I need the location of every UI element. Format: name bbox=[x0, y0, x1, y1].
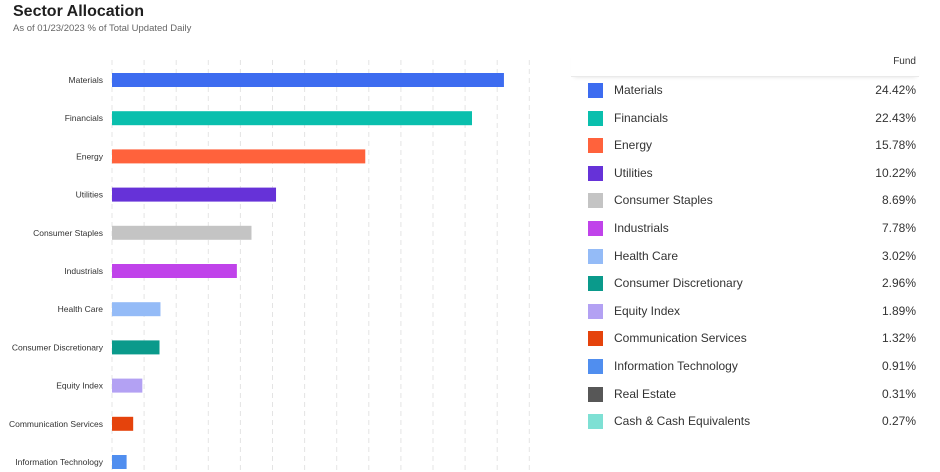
category-label: Industrials bbox=[64, 266, 103, 276]
legend-sector-name: Communication Services bbox=[614, 331, 747, 346]
legend-swatch bbox=[588, 83, 603, 98]
legend-value: 1.32% bbox=[881, 331, 916, 346]
legend-value: 24.42% bbox=[875, 83, 916, 97]
legend-sector-name: Real Estate bbox=[614, 386, 677, 401]
category-label: Energy bbox=[76, 151, 104, 161]
category-label: Information Technology bbox=[15, 457, 103, 467]
legend-value: 8.69% bbox=[881, 193, 916, 208]
legend-swatch bbox=[588, 193, 603, 209]
legend-row: Utilities 10.22% bbox=[571, 160, 919, 188]
bar[interactable] bbox=[112, 111, 473, 126]
legend-table: Fund Materials 24.42% Financials 22.43% Ener… bbox=[571, 52, 919, 436]
bar[interactable] bbox=[112, 187, 277, 202]
legend-value: 2.96% bbox=[881, 276, 916, 291]
chart-title: Sector Allocation bbox=[13, 3, 144, 20]
legend-swatch bbox=[588, 110, 603, 126]
legend-sector-name: Energy bbox=[614, 138, 653, 153]
legend-row: Materials 24.42% bbox=[571, 77, 919, 105]
category-label: Health Care bbox=[58, 304, 104, 314]
category-label: Materials bbox=[69, 75, 103, 85]
legend-value: 0.91% bbox=[881, 358, 916, 373]
bar[interactable] bbox=[112, 73, 504, 87]
legend-rows: Materials 24.42% Financials 22.43% Energy 15.… bbox=[571, 77, 919, 436]
legend-value: 0.27% bbox=[881, 414, 916, 429]
category-label: Equity Index bbox=[56, 381, 104, 391]
legend-swatch bbox=[588, 220, 603, 236]
category-label: Communication Services bbox=[9, 419, 103, 429]
legend-swatch bbox=[588, 276, 603, 292]
category-label: Consumer Staples bbox=[33, 228, 103, 238]
legend-swatch bbox=[588, 386, 603, 402]
bar[interactable] bbox=[112, 149, 366, 164]
legend-row: Consumer Discretionary 2.96% bbox=[571, 270, 919, 298]
legend-swatch bbox=[588, 358, 603, 374]
legend-row: Communication Services 1.32% bbox=[571, 325, 919, 353]
legend-row: Industrials 7.78% bbox=[571, 215, 919, 243]
bar[interactable] bbox=[112, 378, 143, 393]
legend-swatch bbox=[588, 248, 603, 264]
bar[interactable] bbox=[112, 264, 237, 278]
bar[interactable] bbox=[112, 416, 134, 431]
legend-row: Financials 22.43% bbox=[571, 105, 919, 133]
bar[interactable] bbox=[112, 302, 161, 317]
legend-header: Fund bbox=[571, 52, 919, 77]
chart-subtitle: As of 01/23/2023 % of Total Updated Dail… bbox=[13, 23, 192, 34]
legend-sector-name: Equity Index bbox=[614, 303, 681, 318]
category-label: Utilities bbox=[76, 190, 103, 200]
category-label: Financials bbox=[65, 113, 103, 123]
legend-value: 3.02% bbox=[881, 248, 916, 263]
legend-sector-name: Consumer Discretionary bbox=[614, 276, 743, 291]
bar[interactable] bbox=[112, 225, 252, 240]
legend-sector-name: Cash & Cash Equivalents bbox=[614, 414, 751, 429]
legend-sector-name: Utilities bbox=[614, 165, 653, 180]
legend-sector-name: Industrials bbox=[614, 220, 669, 235]
legend-sector-name: Financials bbox=[614, 110, 669, 125]
legend-swatch bbox=[588, 414, 603, 430]
legend-row: Energy 15.78% bbox=[571, 132, 919, 160]
legend-row: Equity Index 1.89% bbox=[571, 298, 919, 326]
legend-value: 22.43% bbox=[875, 110, 916, 125]
bar[interactable] bbox=[112, 340, 160, 355]
legend-swatch bbox=[588, 303, 603, 319]
legend-value: 1.89% bbox=[881, 303, 916, 318]
legend-row: Real Estate 0.31% bbox=[571, 381, 919, 409]
legend-row: Information Technology 0.91% bbox=[571, 353, 919, 381]
legend-row: Health Care 3.02% bbox=[571, 243, 919, 271]
fund-column-header: Fund bbox=[893, 56, 916, 67]
legend-value: 10.22% bbox=[875, 165, 916, 180]
legend-value: 0.31% bbox=[881, 386, 916, 401]
legend-row: Consumer Staples 8.69% bbox=[571, 187, 919, 215]
category-label: Consumer Discretionary bbox=[12, 342, 104, 352]
bar-chart: Materials Financials Energy Utilities Consum… bbox=[9, 60, 530, 472]
legend-row: Cash & Cash Equivalents 0.27% bbox=[571, 408, 919, 436]
legend-value: 15.78% bbox=[875, 138, 916, 153]
legend-value: 7.78% bbox=[881, 220, 916, 235]
legend-swatch bbox=[588, 138, 603, 154]
legend-sector-name: Health Care bbox=[614, 248, 679, 263]
legend-sector-name: Information Technology bbox=[614, 358, 738, 373]
legend-swatch bbox=[588, 331, 603, 347]
bar[interactable] bbox=[112, 455, 127, 469]
legend-swatch bbox=[588, 165, 603, 181]
legend-sector-name: Materials bbox=[614, 83, 663, 97]
legend-sector-name: Consumer Staples bbox=[614, 193, 713, 208]
